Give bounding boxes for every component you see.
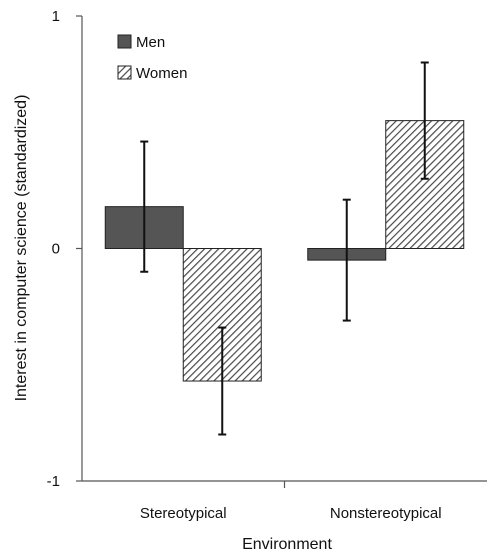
- legend-swatch-men: [117, 34, 132, 49]
- x-tick-label: Stereotypical: [140, 505, 227, 522]
- legend-label-men: Men: [136, 34, 165, 51]
- y-axis-title: Interest in computer science (standardiz…: [13, 95, 30, 402]
- x-tick-label: Nonstereotypical: [330, 505, 442, 522]
- legend-swatch-women: [117, 65, 132, 80]
- y-tick-label: 1: [52, 8, 60, 25]
- plot-area: Stereotypical Nonstereotypical -1 0 1: [47, 8, 487, 522]
- x-axis-title: Environment: [242, 536, 332, 553]
- y-tick-label: 0: [52, 241, 60, 258]
- legend: Men Women: [117, 34, 187, 82]
- y-tick-label: -1: [47, 473, 60, 490]
- legend-label-women: Women: [136, 65, 187, 82]
